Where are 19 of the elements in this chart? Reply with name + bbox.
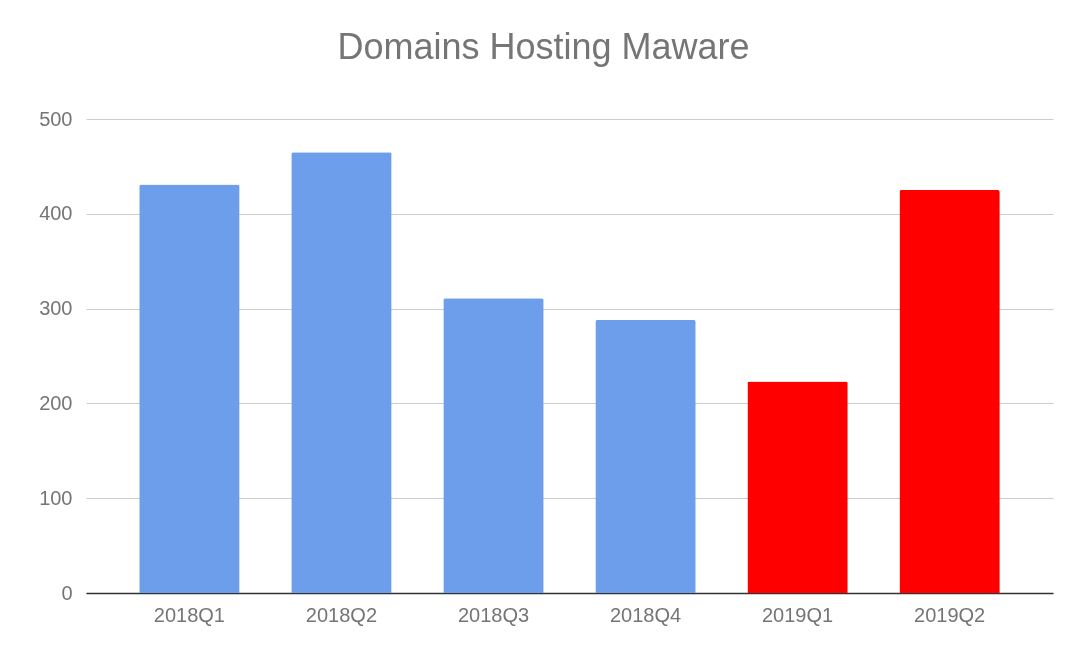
x-tick-label: 2018Q2 [305,603,378,626]
chart-title: Domains Hosting Maware [337,26,750,67]
bar [291,152,392,593]
x-tick-label: 2018Q3 [457,603,530,626]
y-tick-label: 400 [39,202,73,225]
x-tick-label: 2019Q1 [761,603,834,626]
y-tick-label: 500 [39,107,73,130]
bar [595,319,696,593]
y-tick-label: 0 [61,581,73,604]
bar [139,184,240,593]
y-tick-label: 100 [39,486,73,509]
x-tick-label: 2019Q2 [914,603,986,626]
x-tick-label: 2018Q4 [609,603,682,626]
y-tick-label: 200 [39,391,73,414]
x-tick-label: 2018Q1 [153,603,225,626]
bar [443,298,544,593]
y-tick-label: 300 [39,297,73,320]
bar [747,381,848,593]
bar [899,190,1000,593]
